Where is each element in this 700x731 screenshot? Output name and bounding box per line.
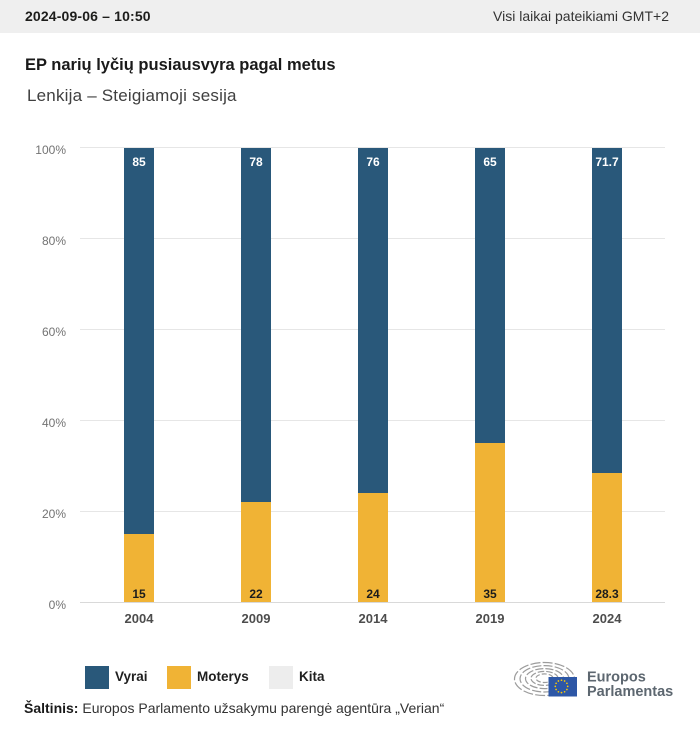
svg-text:Parlamentas: Parlamentas	[587, 684, 673, 700]
svg-text:Europos: Europos	[587, 669, 646, 685]
